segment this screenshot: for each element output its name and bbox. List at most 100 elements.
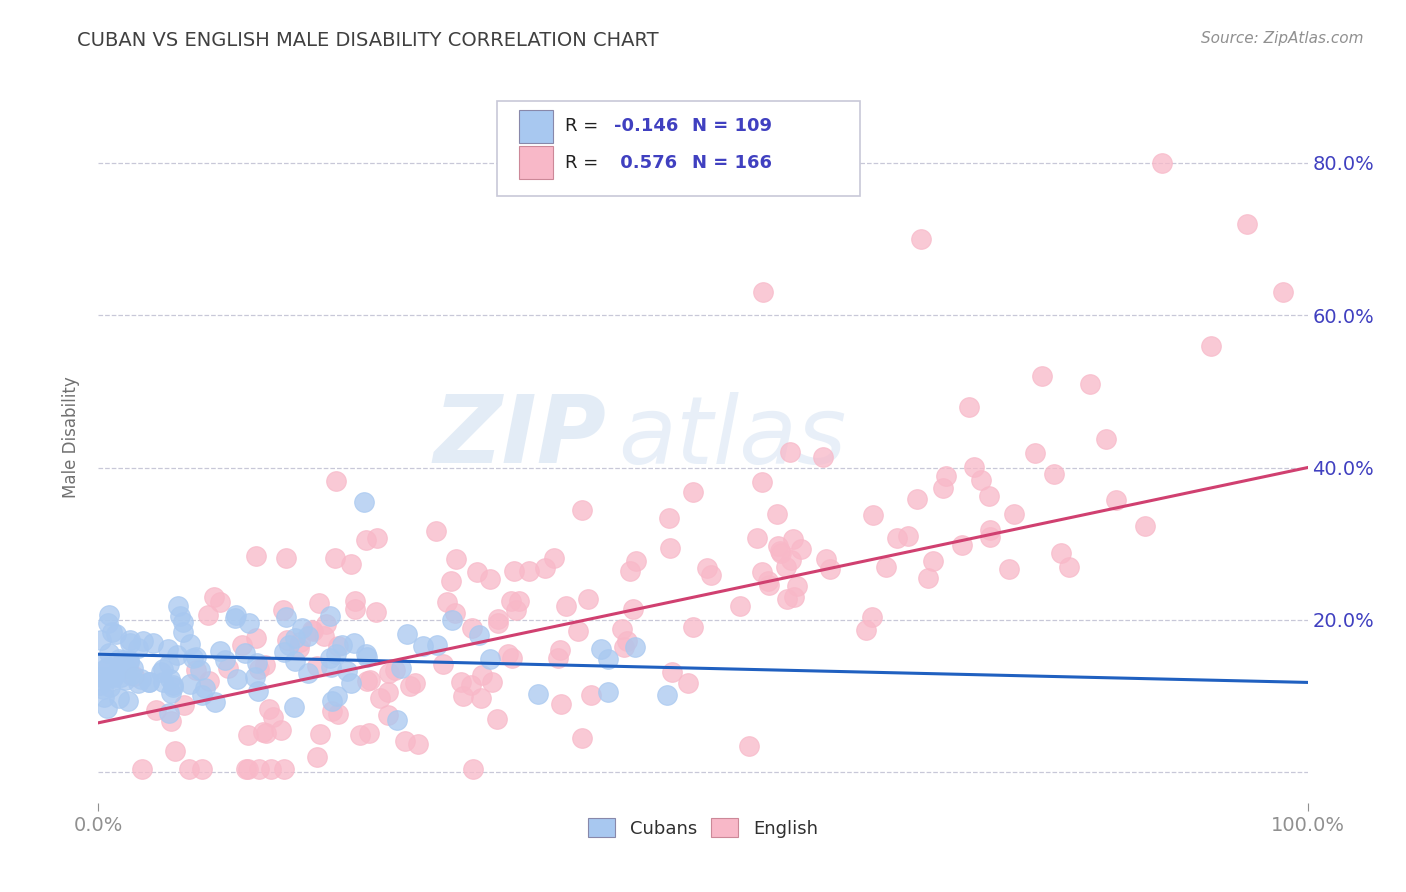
Point bbox=[1024, 446, 1046, 460]
Point bbox=[145, 703, 167, 717]
Point bbox=[191, 688, 214, 702]
Point bbox=[770, 546, 793, 560]
Point bbox=[157, 706, 180, 721]
Point bbox=[100, 680, 122, 694]
Point bbox=[238, 616, 260, 631]
Point bbox=[103, 669, 125, 683]
Point bbox=[274, 610, 297, 624]
Point bbox=[342, 636, 364, 650]
Point bbox=[543, 551, 565, 566]
Point bbox=[297, 628, 319, 642]
Point bbox=[1199, 338, 1222, 352]
FancyBboxPatch shape bbox=[498, 101, 860, 195]
Point bbox=[623, 640, 645, 654]
Point bbox=[1272, 285, 1295, 300]
Point bbox=[127, 676, 149, 690]
Point bbox=[107, 652, 129, 666]
Point bbox=[751, 566, 773, 580]
Point bbox=[204, 695, 226, 709]
Point bbox=[330, 638, 353, 652]
Point bbox=[260, 762, 283, 776]
Point bbox=[97, 647, 120, 661]
Point bbox=[110, 670, 132, 684]
Point bbox=[179, 677, 201, 691]
Point bbox=[245, 631, 267, 645]
Point bbox=[301, 623, 323, 637]
Point bbox=[752, 285, 775, 300]
Point bbox=[283, 700, 305, 714]
Point bbox=[370, 691, 392, 706]
Point bbox=[626, 554, 648, 568]
Point bbox=[396, 627, 419, 641]
Point bbox=[384, 663, 406, 677]
Point bbox=[277, 639, 299, 653]
Point bbox=[291, 622, 314, 636]
Point bbox=[91, 681, 114, 696]
Point bbox=[658, 511, 681, 525]
Point bbox=[152, 662, 174, 676]
Point bbox=[921, 554, 943, 568]
Point bbox=[356, 649, 378, 664]
Point bbox=[118, 655, 141, 669]
Point bbox=[127, 640, 149, 655]
Point bbox=[319, 660, 342, 674]
Point bbox=[197, 607, 219, 622]
Point bbox=[426, 638, 449, 652]
Point bbox=[917, 571, 939, 585]
Point bbox=[499, 594, 522, 608]
Point bbox=[160, 686, 183, 700]
Point bbox=[226, 672, 249, 686]
Point bbox=[596, 652, 619, 666]
Point bbox=[209, 595, 232, 609]
Point bbox=[274, 550, 297, 565]
Point bbox=[886, 532, 908, 546]
Point bbox=[321, 704, 343, 718]
Point bbox=[262, 710, 284, 724]
Point bbox=[308, 596, 330, 610]
Point bbox=[758, 577, 780, 591]
Point bbox=[315, 617, 337, 632]
Point bbox=[309, 727, 332, 741]
Text: 0.576: 0.576 bbox=[613, 153, 676, 172]
Point bbox=[96, 701, 118, 715]
Point bbox=[162, 680, 184, 694]
Point bbox=[97, 615, 120, 630]
Point bbox=[387, 713, 409, 727]
Point bbox=[1002, 507, 1025, 521]
Point bbox=[129, 672, 152, 686]
Point bbox=[108, 690, 131, 705]
Point bbox=[165, 744, 187, 758]
Point bbox=[519, 564, 541, 578]
Point bbox=[224, 610, 246, 624]
Point bbox=[325, 474, 347, 488]
Point bbox=[998, 562, 1021, 576]
Point bbox=[463, 762, 485, 776]
Point bbox=[177, 762, 200, 776]
Point bbox=[273, 762, 295, 776]
Point bbox=[979, 523, 1001, 537]
Point bbox=[406, 737, 429, 751]
Point bbox=[526, 687, 548, 701]
Point bbox=[149, 665, 172, 679]
Point bbox=[1236, 217, 1258, 231]
Point bbox=[610, 622, 633, 636]
Point bbox=[340, 675, 363, 690]
Point bbox=[979, 490, 1001, 504]
Point bbox=[105, 627, 128, 641]
Point bbox=[184, 649, 207, 664]
Point bbox=[814, 552, 837, 566]
Point bbox=[93, 662, 115, 676]
FancyBboxPatch shape bbox=[519, 146, 553, 179]
Point bbox=[100, 669, 122, 683]
Point bbox=[302, 624, 325, 638]
Point bbox=[786, 579, 808, 593]
Point bbox=[862, 508, 884, 522]
Point bbox=[357, 726, 380, 740]
Point bbox=[775, 559, 797, 574]
Point bbox=[378, 665, 401, 680]
Point bbox=[935, 469, 957, 483]
Point bbox=[94, 670, 117, 684]
Point bbox=[235, 762, 257, 776]
Point bbox=[198, 673, 221, 688]
Point bbox=[1133, 518, 1156, 533]
